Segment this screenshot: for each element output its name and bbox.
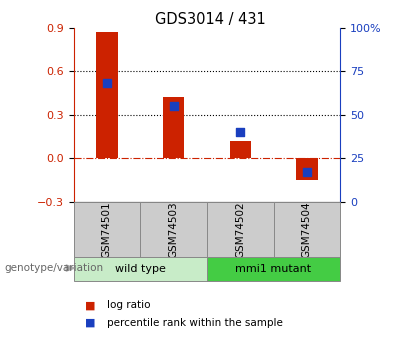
Point (103, 81, 110, 86)
Text: wild type: wild type (115, 264, 165, 274)
Text: ■: ■ (85, 300, 96, 310)
Polygon shape (66, 265, 75, 271)
Text: log ratio: log ratio (107, 300, 151, 310)
Point (304, 169, 310, 175)
Point (237, 129, 244, 135)
Bar (207, 202, 273, 257)
Bar (96, 32, 118, 158)
Text: GSM74504: GSM74504 (302, 201, 312, 258)
Bar (140, 202, 207, 257)
Text: GDS3014 / 431: GDS3014 / 431 (155, 12, 265, 27)
Text: GSM74503: GSM74503 (168, 201, 178, 258)
Bar (74, 202, 140, 257)
Bar (74, 257, 207, 281)
Bar (273, 202, 340, 257)
Bar (229, 141, 251, 158)
Text: percentile rank within the sample: percentile rank within the sample (107, 318, 283, 327)
Text: ■: ■ (85, 318, 96, 327)
Bar (207, 257, 340, 281)
Text: GSM74501: GSM74501 (102, 201, 112, 258)
Text: genotype/variation: genotype/variation (4, 264, 103, 273)
Text: GSM74502: GSM74502 (235, 201, 245, 258)
Bar (163, 97, 184, 158)
Point (170, 103, 177, 109)
Bar (296, 158, 318, 180)
Text: mmi1 mutant: mmi1 mutant (236, 264, 312, 274)
